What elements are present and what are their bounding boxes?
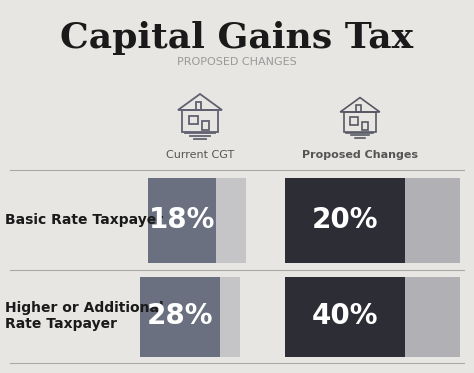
Bar [189,116,198,124]
Bar [344,112,376,132]
Bar [350,117,358,125]
Text: Rate Taxpayer: Rate Taxpayer [5,317,117,331]
Text: Capital Gains Tax: Capital Gains Tax [61,21,413,55]
Text: 18%: 18% [149,206,215,234]
Bar [148,178,216,263]
Bar [285,178,405,263]
Text: 28%: 28% [147,302,213,330]
Text: 40%: 40% [312,302,378,330]
Text: Proposed Changes: Proposed Changes [302,150,418,160]
Text: 20%: 20% [312,206,378,234]
Text: Current CGT: Current CGT [166,150,234,160]
Text: Higher or Additional: Higher or Additional [5,301,164,315]
Bar [202,121,209,130]
Bar [182,110,218,132]
Bar [356,105,361,112]
Bar [285,277,405,357]
Text: PROPOSED CHANGES: PROPOSED CHANGES [177,57,297,67]
Bar [140,277,220,357]
Text: Basic Rate Taxpayer: Basic Rate Taxpayer [5,213,163,227]
Bar [196,102,201,110]
Bar [216,178,246,263]
Bar [362,122,368,130]
Bar [405,277,460,357]
Bar [405,178,460,263]
Bar [220,277,240,357]
